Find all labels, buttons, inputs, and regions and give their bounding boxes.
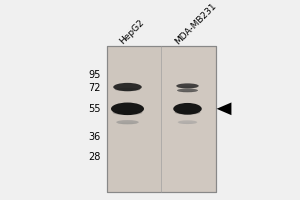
Text: 95: 95 <box>88 70 100 80</box>
Bar <box>106 46 216 192</box>
Text: HepG2: HepG2 <box>118 18 146 46</box>
Ellipse shape <box>115 88 140 91</box>
Ellipse shape <box>177 89 198 92</box>
Ellipse shape <box>175 110 200 115</box>
Text: 55: 55 <box>88 104 100 114</box>
Text: 36: 36 <box>88 132 100 142</box>
Text: 28: 28 <box>88 152 100 162</box>
Ellipse shape <box>177 86 198 88</box>
Bar <box>106 46 216 192</box>
Ellipse shape <box>179 123 196 124</box>
Ellipse shape <box>178 91 197 92</box>
Text: 72: 72 <box>88 83 100 93</box>
Ellipse shape <box>176 83 199 88</box>
Bar <box>106 46 160 192</box>
Polygon shape <box>217 102 231 115</box>
Ellipse shape <box>173 103 202 115</box>
Text: MDA-MB231: MDA-MB231 <box>174 1 219 46</box>
Ellipse shape <box>178 120 197 124</box>
Ellipse shape <box>111 103 144 115</box>
Ellipse shape <box>117 123 138 124</box>
Ellipse shape <box>116 120 139 124</box>
Ellipse shape <box>113 110 142 115</box>
Ellipse shape <box>113 83 142 91</box>
